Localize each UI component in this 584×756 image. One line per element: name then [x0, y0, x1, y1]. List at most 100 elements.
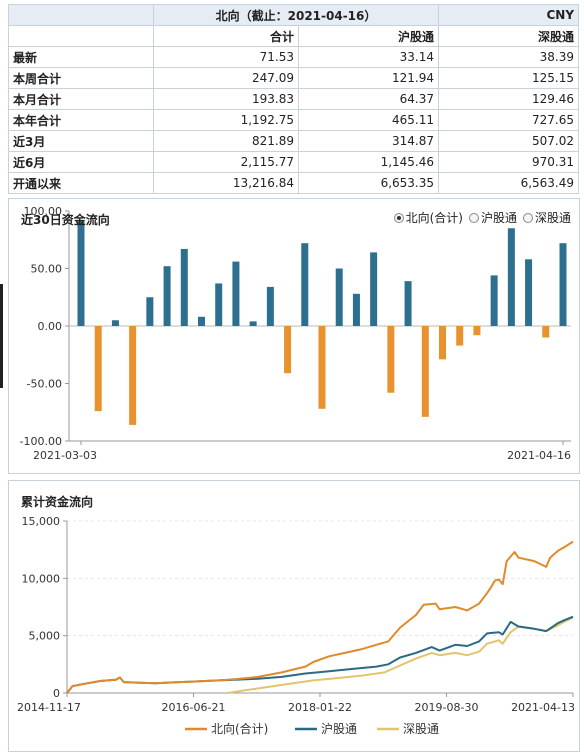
- cumulative-flow-panel: 累计资金流向 15,000 10,000 5,000 0 2014-11-17 2016-…: [8, 480, 580, 752]
- radio-icon[interactable]: [468, 212, 479, 223]
- y-tick-label: 15,000: [22, 515, 61, 528]
- row-value: 193.83: [153, 88, 299, 110]
- row-value: 6,653.35: [297, 172, 440, 194]
- row-label: 本年合计: [8, 109, 154, 131]
- bar: [404, 281, 412, 326]
- radio-icon[interactable]: [393, 212, 404, 223]
- series-option-label: 深股通: [534, 211, 571, 225]
- x-tick-label: 2016-06-21: [162, 701, 226, 714]
- row-value: 1,145.46: [297, 151, 440, 173]
- series-option[interactable]: 沪股通: [468, 209, 517, 226]
- bar: [421, 326, 429, 417]
- x-tick-label: 2014-11-17: [17, 701, 81, 714]
- row-value: 247.09: [153, 67, 299, 89]
- northbound-summary-table: 北向（截止：2021-04-16） CNY 合计 沪股通 深股通 最新 71.53…: [8, 4, 580, 194]
- bar: [129, 326, 137, 425]
- y-tick-label: 10,000: [22, 572, 61, 585]
- series-option-label: 北向(合计): [405, 211, 463, 225]
- x-tick-label: 2019-08-30: [415, 701, 479, 714]
- bar: [439, 326, 446, 360]
- bar: [490, 275, 498, 326]
- series-option[interactable]: 北向(合计): [393, 209, 463, 226]
- x-start-label: 2021-03-03: [33, 449, 97, 462]
- row-value: 970.31: [438, 151, 580, 173]
- row-label: 本周合计: [8, 67, 154, 89]
- bar: [456, 326, 464, 346]
- row-label: 近3月: [8, 130, 154, 152]
- bar: [215, 283, 223, 326]
- table-row: 开通以来 13,216.84 6,653.35 6,563.49: [8, 172, 580, 194]
- table-row: 近6月 2,115.77 1,145.46 970.31: [8, 151, 580, 173]
- bar: [335, 268, 343, 326]
- legend-label: 北向(合计): [211, 721, 268, 736]
- x-tick-label: 2021-04-13: [511, 701, 575, 714]
- y-tick-label: 5,000: [29, 630, 61, 643]
- bar: [525, 259, 533, 326]
- table-row: 本年合计 1,192.75 465.11 727.65: [8, 109, 580, 131]
- row-value: 129.46: [438, 88, 580, 110]
- y-tick-label: -50.00: [27, 378, 62, 391]
- row-value: 33.14: [297, 46, 440, 68]
- bar: [542, 326, 550, 338]
- table-row: 本月合计 193.83 64.37 129.46: [8, 88, 580, 110]
- row-value: 465.11: [297, 109, 440, 131]
- x-end-label: 2021-04-16: [507, 449, 571, 462]
- bar: [249, 321, 257, 326]
- row-label: 最新: [8, 46, 154, 68]
- row-value: 1,192.75: [153, 109, 299, 131]
- cumulative-flow-title: 累计资金流向: [21, 495, 94, 509]
- table-row: 近3月 821.89 314.87 507.02: [8, 130, 580, 152]
- row-value: 38.39: [438, 46, 580, 68]
- table-title: 北向（截止：2021-04-16）: [152, 4, 440, 26]
- bar: [77, 221, 85, 326]
- bar: [352, 293, 360, 326]
- series-option-label: 沪股通: [480, 211, 517, 225]
- bar: [473, 326, 481, 336]
- row-value: 507.02: [438, 130, 580, 152]
- row-label: 开通以来: [8, 172, 154, 194]
- bar: [94, 326, 102, 412]
- left-edge-bar: [0, 284, 3, 388]
- legend-label: 深股通: [403, 722, 439, 736]
- table-header-row: 合计 沪股通 深股通: [8, 25, 580, 47]
- series-line: [227, 616, 574, 694]
- bar: [146, 297, 154, 326]
- daily-flow-title: 近30日资金流向: [21, 213, 110, 227]
- daily-flow-panel: 近30日资金流向 北向(合计) 沪股通 深股通 100.00 50.00 0.00 -50…: [8, 198, 580, 474]
- row-value: 71.53: [153, 46, 299, 68]
- bar: [180, 248, 188, 326]
- y-tick-label: -100.00: [20, 435, 62, 448]
- x-tick-label: 2018-01-22: [288, 701, 352, 714]
- bar: [163, 266, 171, 326]
- bar: [232, 261, 240, 326]
- currency-label: CNY: [438, 4, 580, 26]
- y-tick-label: 0.00: [38, 320, 63, 333]
- y-tick-label: 0: [53, 687, 60, 700]
- column-header-total: 合计: [153, 25, 299, 47]
- row-value: 125.15: [438, 67, 580, 89]
- series-option[interactable]: 深股通: [522, 209, 571, 226]
- series-line: [66, 615, 574, 694]
- bar: [266, 286, 274, 326]
- table-row: 本周合计 247.09 121.94 125.15: [8, 67, 580, 89]
- row-value: 13,216.84: [153, 172, 299, 194]
- bar: [198, 316, 205, 326]
- table-row: 最新 71.53 33.14 38.39: [8, 46, 580, 68]
- series-line: [66, 540, 574, 694]
- y-tick-label: 100.00: [24, 205, 63, 218]
- row-value: 121.94: [297, 67, 440, 89]
- column-header-sz-connect: 深股通: [438, 25, 580, 47]
- table-title-row: 北向（截止：2021-04-16） CNY: [8, 4, 580, 26]
- row-value: 6,563.49: [438, 172, 580, 194]
- radio-icon[interactable]: [522, 212, 533, 223]
- column-header-sh-connect: 沪股通: [297, 25, 440, 47]
- row-value: 2,115.77: [153, 151, 299, 173]
- legend-label: 沪股通: [321, 722, 357, 736]
- bar: [318, 326, 326, 409]
- row-label: 近6月: [8, 151, 154, 173]
- bar: [284, 326, 292, 374]
- row-value: 821.89: [153, 130, 299, 152]
- row-value: 314.87: [297, 130, 440, 152]
